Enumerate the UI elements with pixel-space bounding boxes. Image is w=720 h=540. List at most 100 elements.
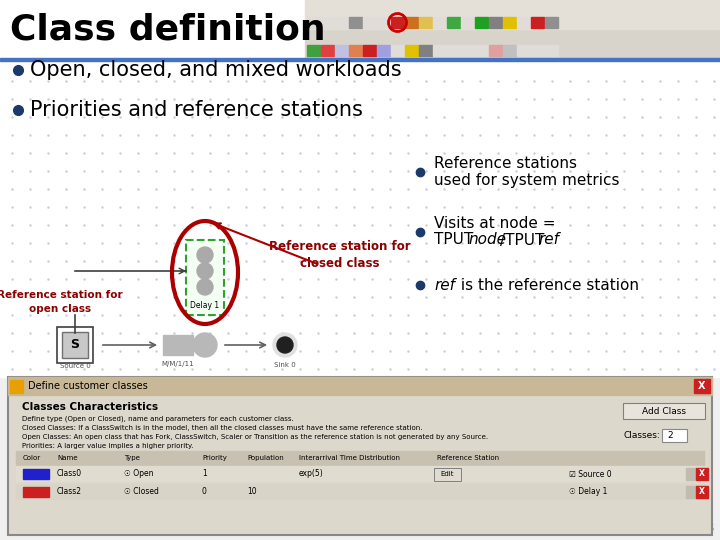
FancyBboxPatch shape <box>62 332 88 358</box>
Text: ☉ Open: ☉ Open <box>124 469 153 478</box>
Circle shape <box>193 333 217 357</box>
Text: Define type (Open or Closed), name and parameters for each customer class.: Define type (Open or Closed), name and p… <box>22 416 294 422</box>
Text: 2: 2 <box>667 430 672 440</box>
Text: Delay 1: Delay 1 <box>190 300 220 309</box>
Text: Define customer classes: Define customer classes <box>28 381 148 391</box>
Text: ☑ Source 0: ☑ Source 0 <box>569 469 611 478</box>
Bar <box>23 469 49 479</box>
Bar <box>335 45 348 56</box>
Circle shape <box>197 279 213 295</box>
Bar <box>405 17 418 28</box>
Bar <box>517 45 530 56</box>
Bar <box>16 451 704 465</box>
Bar <box>545 17 558 28</box>
FancyBboxPatch shape <box>623 403 705 419</box>
Text: Priority: Priority <box>202 455 227 461</box>
Bar <box>696 468 708 480</box>
Bar <box>447 17 460 28</box>
Bar <box>405 45 418 56</box>
Text: Add Class: Add Class <box>642 407 686 415</box>
Text: Reference Station: Reference Station <box>437 455 499 461</box>
Bar <box>8 377 712 535</box>
Bar <box>377 45 390 56</box>
Text: X: X <box>698 381 706 391</box>
Text: X: X <box>699 469 705 478</box>
Bar <box>349 45 362 56</box>
Text: /TPUT: /TPUT <box>500 233 544 247</box>
Bar <box>305 29 720 58</box>
Bar <box>489 45 502 56</box>
FancyBboxPatch shape <box>433 468 461 481</box>
Bar <box>349 17 362 28</box>
Text: Closed Classes: If a ClassSwitch is in the model, then all the closed classes mu: Closed Classes: If a ClassSwitch is in t… <box>22 425 423 431</box>
Bar <box>531 17 544 28</box>
Bar <box>694 379 710 393</box>
Bar <box>391 45 404 56</box>
Bar <box>461 45 474 56</box>
Text: Classes:: Classes: <box>624 430 661 440</box>
Text: Class definition: Class definition <box>10 12 325 46</box>
Text: Sink 0: Sink 0 <box>274 362 296 368</box>
Text: Type: Type <box>124 455 140 461</box>
Text: Edit: Edit <box>440 471 454 477</box>
FancyBboxPatch shape <box>662 429 686 442</box>
Bar <box>433 17 446 28</box>
Text: Reference station for
open class: Reference station for open class <box>0 291 123 314</box>
Bar <box>503 17 516 28</box>
Text: Priorities and reference stations: Priorities and reference stations <box>30 100 363 120</box>
Bar <box>503 45 516 56</box>
Text: Visits at node =: Visits at node = <box>434 217 556 232</box>
Text: Class2: Class2 <box>57 488 82 496</box>
Bar <box>363 17 376 28</box>
Circle shape <box>277 337 293 353</box>
Bar <box>0 58 720 61</box>
Text: exp(5): exp(5) <box>299 469 324 478</box>
Bar <box>8 377 712 395</box>
Text: Color: Color <box>23 455 41 461</box>
Bar <box>321 45 334 56</box>
Text: ☉ Delay 1: ☉ Delay 1 <box>569 488 608 496</box>
Text: 10: 10 <box>247 488 256 496</box>
Text: TPUT: TPUT <box>434 233 473 247</box>
Text: Name: Name <box>57 455 78 461</box>
Circle shape <box>197 263 213 279</box>
Bar <box>391 17 404 28</box>
Bar <box>686 468 696 480</box>
Bar <box>10 380 23 393</box>
Text: Open, closed, and mixed workloads: Open, closed, and mixed workloads <box>30 60 402 80</box>
Bar <box>186 240 224 315</box>
Bar <box>475 45 488 56</box>
Bar <box>531 45 544 56</box>
Text: node: node <box>468 233 506 247</box>
Text: Source 0: Source 0 <box>60 363 91 369</box>
Text: S: S <box>71 339 79 352</box>
Text: ☉ Closed: ☉ Closed <box>124 488 159 496</box>
Bar <box>307 17 320 28</box>
Bar <box>419 45 432 56</box>
Text: Classes Characteristics: Classes Characteristics <box>22 402 158 412</box>
Text: Population: Population <box>247 455 284 461</box>
Text: Reference station for
closed class: Reference station for closed class <box>269 240 411 270</box>
Text: 1: 1 <box>202 469 207 478</box>
Text: used for system metrics: used for system metrics <box>434 172 619 187</box>
Bar <box>321 17 334 28</box>
Bar <box>307 45 320 56</box>
Bar <box>16 484 704 499</box>
Text: ref: ref <box>434 278 455 293</box>
Bar <box>0 0 720 58</box>
Text: Reference stations: Reference stations <box>434 157 577 172</box>
Bar <box>433 45 446 56</box>
Text: ref: ref <box>538 233 559 247</box>
Text: Open Classes: An open class that has Fork, ClassSwitch, Scaler or Transition as : Open Classes: An open class that has For… <box>22 434 488 440</box>
Bar <box>23 487 49 497</box>
Text: X: X <box>699 488 705 496</box>
Bar <box>57 327 93 363</box>
Bar <box>0 61 720 377</box>
Bar <box>696 486 708 498</box>
Bar <box>16 466 704 481</box>
Bar <box>475 17 488 28</box>
Bar <box>363 45 376 56</box>
Bar <box>461 17 474 28</box>
Text: is the reference station: is the reference station <box>456 278 639 293</box>
Circle shape <box>197 247 213 263</box>
